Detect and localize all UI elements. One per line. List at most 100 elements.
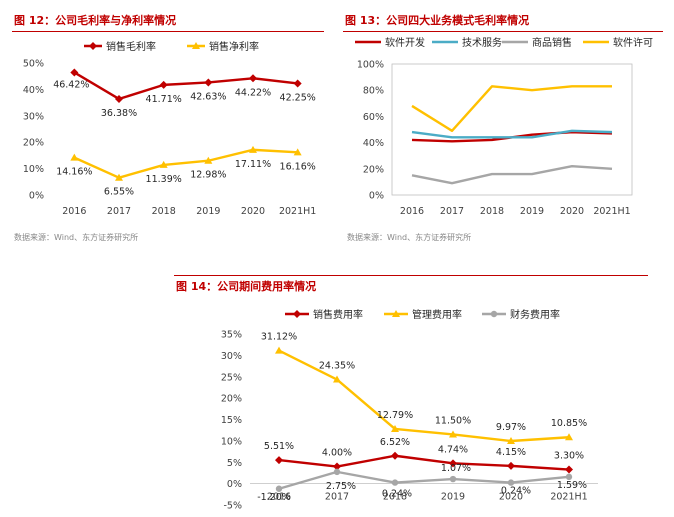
y-tick-label: 20% (221, 394, 242, 405)
legend-label: 商品销售 (532, 36, 572, 49)
data-point (565, 433, 573, 441)
data-label: 24.35% (319, 361, 355, 372)
series-line (411, 85, 612, 133)
data-label: 6.52% (380, 437, 410, 448)
legend-marker (293, 310, 301, 318)
data-point (249, 74, 257, 83)
data-label: 12.98% (190, 170, 226, 181)
data-label: 16.16% (280, 161, 316, 172)
legend-marker (490, 310, 498, 318)
data-point (159, 80, 168, 89)
data-point (391, 424, 399, 432)
data-point (449, 459, 457, 468)
y-tick-label: 80% (363, 86, 384, 97)
data-point (70, 68, 79, 77)
x-tick-label: 2020 (241, 206, 265, 217)
y-tick-label: -5% (224, 501, 243, 512)
x-tick-label: 2018 (480, 206, 504, 217)
data-point (333, 468, 341, 476)
data-label: 4.00% (322, 448, 352, 459)
data-label: 11.39% (146, 174, 182, 185)
data-label: 17.11% (235, 159, 271, 170)
data-label: 4.15% (496, 447, 526, 458)
x-tick-label: 2019 (196, 206, 220, 217)
data-label: 4.74% (438, 444, 468, 455)
data-point (70, 153, 79, 161)
data-point (249, 145, 257, 153)
data-label: 42.63% (190, 91, 226, 102)
data-label: 6.55% (104, 187, 134, 198)
data-point (275, 346, 283, 354)
y-tick-label: 20% (23, 138, 44, 149)
y-tick-label: 40% (363, 138, 384, 149)
legend-label: 财务费用率 (510, 308, 560, 321)
x-tick-label: 2019 (520, 206, 544, 217)
legend-marker (392, 310, 400, 317)
series-line (411, 164, 613, 185)
figure-12-rule (12, 31, 324, 32)
y-tick-label: 30% (221, 351, 242, 362)
data-point (391, 479, 399, 486)
data-label: 5.51% (264, 441, 294, 452)
y-tick-label: 10% (23, 164, 44, 175)
data-point (507, 479, 515, 486)
data-label: 41.71% (146, 94, 182, 105)
data-label: 42.25% (280, 92, 316, 103)
x-tick-label: 2016 (62, 206, 86, 217)
x-tick-label: 2020 (499, 492, 523, 503)
legend-label: 管理费用率 (412, 308, 462, 321)
legend-label: 技术服务 (462, 36, 502, 49)
data-label: 1.07% (441, 463, 471, 474)
series-line (278, 454, 570, 471)
series-line (73, 71, 298, 101)
legend-marker (192, 42, 200, 49)
legend-label: 软件许可 (613, 36, 653, 49)
data-label: 36.38% (101, 108, 137, 119)
x-tick-label: 2016 (267, 492, 291, 503)
series-line (73, 148, 298, 179)
data-point (333, 375, 341, 383)
x-tick-label: 2021H1 (279, 206, 316, 217)
x-tick-label: 2017 (107, 206, 131, 217)
series-line (278, 349, 570, 443)
x-tick-label: 2021H1 (550, 492, 587, 503)
figure-13-title: 图 13：公司四大业务模式毛利率情况 (345, 14, 530, 27)
x-tick-label: 2017 (325, 492, 349, 503)
y-tick-label: 0% (227, 479, 242, 490)
series-line (411, 129, 613, 139)
data-point (391, 451, 399, 460)
y-tick-label: 60% (363, 112, 384, 123)
data-label: 0.24% (501, 486, 531, 497)
x-tick-label: 2017 (440, 206, 464, 217)
data-label: 9.97% (496, 422, 526, 433)
y-tick-label: 15% (221, 415, 242, 426)
data-label: 31.12% (261, 332, 297, 343)
data-point (115, 173, 123, 181)
data-point (507, 461, 515, 470)
y-tick-label: 35% (221, 330, 242, 341)
y-tick-label: 40% (23, 85, 44, 96)
y-tick-label: 30% (23, 111, 44, 122)
y-tick-label: 5% (227, 458, 242, 469)
figure-12-title: 图 12：公司毛利率与净利率情况 (14, 14, 177, 27)
data-label: 14.16% (56, 167, 92, 178)
legend-label: 销售费用率 (313, 308, 363, 321)
plot-frame (391, 63, 633, 196)
data-point (275, 485, 283, 492)
data-label: 46.42% (53, 79, 89, 90)
x-tick-label: 2016 (400, 206, 424, 217)
x-tick-label: 2018 (383, 492, 407, 503)
data-point (293, 79, 302, 88)
y-tick-label: 20% (363, 164, 384, 175)
legend-marker (89, 42, 97, 50)
figure-13-source: 数据来源：Wind、东方证券研究所 (347, 233, 472, 242)
data-point (449, 475, 457, 483)
y-tick-label: 50% (23, 59, 44, 70)
data-label: -1.20% (257, 492, 291, 503)
data-label: 12.79% (377, 410, 413, 421)
data-point (293, 148, 302, 156)
data-point (159, 160, 168, 168)
